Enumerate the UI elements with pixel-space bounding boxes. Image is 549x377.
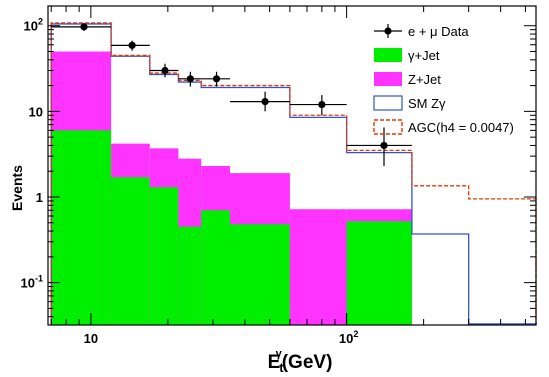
- data-point: [161, 66, 169, 75]
- gammajet-bar: [230, 224, 290, 325]
- axis-tick-labels: 10 102 10-1 1 10 102: [21, 17, 359, 346]
- mc-line-histograms: [50, 22, 537, 325]
- sm-zgamma-line: [50, 23, 537, 325]
- data-point: [80, 23, 88, 31]
- data-point: [261, 98, 269, 106]
- data-point: [380, 141, 388, 150]
- y-tick-label: 10-1: [21, 274, 43, 291]
- axis-titles: Events Etγ(GeV): [9, 165, 332, 375]
- data-points: [51, 23, 412, 167]
- agc-h4-line: [50, 22, 537, 325]
- data-point: [318, 100, 326, 109]
- y-tick-label: 1: [36, 190, 43, 205]
- legend-dash-swatch: [373, 119, 403, 135]
- x-axis-label: Etγ(GeV): [268, 348, 333, 375]
- x-tick-label: 10: [84, 331, 98, 346]
- zjet-bar: [289, 209, 347, 325]
- x-tick-label: 102: [339, 329, 358, 346]
- data-point: [186, 75, 194, 83]
- gammajet-bar: [111, 177, 150, 325]
- legend-fill-swatch: [374, 72, 402, 86]
- gammajet-bar: [149, 187, 179, 325]
- stacked-backgrounds: [51, 51, 412, 325]
- x-axis-label-main: E: [268, 352, 281, 373]
- x-axis-label-sub: t: [279, 360, 284, 375]
- legend-label: Z+Jet: [408, 72, 441, 87]
- legend-box-swatch: [373, 95, 403, 111]
- data-point: [128, 41, 136, 49]
- gammajet-bar: [346, 221, 412, 325]
- gammajet-bar: [51, 130, 112, 325]
- legend-label: SM Zγ: [408, 96, 446, 111]
- legend-label: γ+Jet: [408, 48, 440, 63]
- plot-area-border: [47, 5, 537, 326]
- legend: e + μ Data γ+Jet Z+Jet SM Zγ AGC(h4 = 0.0047…: [373, 24, 514, 135]
- x-axis-label-sup: γ: [276, 348, 283, 360]
- legend-label: e + μ Data: [408, 24, 469, 39]
- y-tick-label: 102: [24, 17, 43, 34]
- gammajet-bar: [178, 226, 202, 325]
- x-axis-label-unit: (GeV): [282, 352, 333, 373]
- plot-frame: [47, 5, 537, 326]
- gammajet-bar: [201, 210, 231, 325]
- legend-fill-swatch: [374, 48, 402, 62]
- axis-ticks: [48, 6, 536, 325]
- y-tick-label: 10: [29, 104, 43, 119]
- y-axis-label: Events: [9, 165, 25, 211]
- legend-data-marker: [384, 27, 392, 35]
- data-point: [212, 75, 221, 83]
- legend-label: AGC(h4 = 0.0047): [408, 120, 514, 135]
